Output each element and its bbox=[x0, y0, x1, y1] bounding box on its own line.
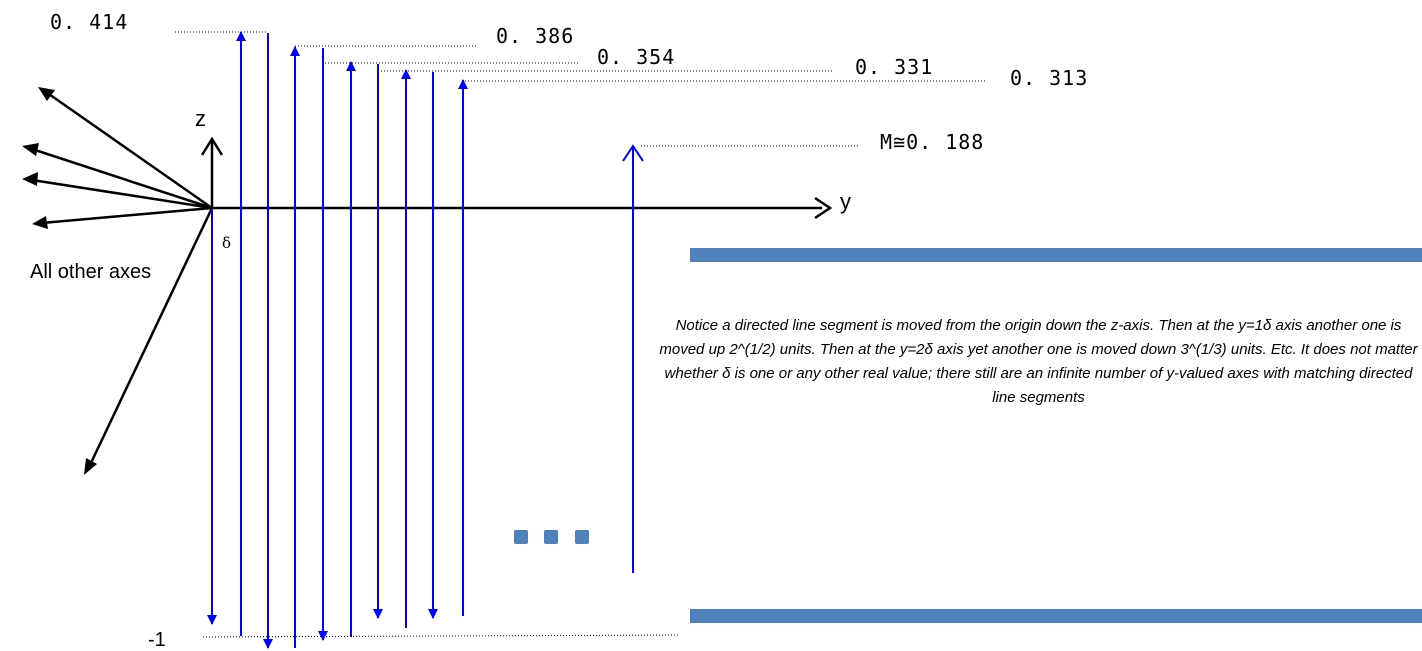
other-axis-2-arrowhead bbox=[22, 143, 39, 156]
caption-text: Notice a directed line segment is moved … bbox=[659, 317, 1418, 406]
segment-up-m-arrowhead bbox=[622, 144, 644, 162]
other-axis-5-arrowhead bbox=[84, 458, 97, 475]
ellipsis-dot bbox=[514, 530, 528, 544]
other-axes-label: All other axes bbox=[30, 261, 152, 283]
label-0313: 0. 313 bbox=[1010, 66, 1089, 90]
caption-bottom-band bbox=[690, 609, 1422, 623]
y-axis-label: y bbox=[840, 189, 851, 214]
directed-segments bbox=[207, 31, 468, 649]
dotted-leaders bbox=[175, 31, 985, 638]
other-axis-5 bbox=[88, 207, 214, 466]
other-axis-1-arrowhead bbox=[38, 87, 55, 101]
delta-label: δ bbox=[222, 234, 232, 252]
label-0354: 0. 354 bbox=[597, 45, 676, 69]
other-axis-2 bbox=[31, 147, 213, 210]
ellipsis-dot bbox=[544, 530, 559, 544]
label-minus-one: -1 bbox=[148, 629, 166, 651]
other-axis-3-arrowhead bbox=[22, 172, 38, 186]
y-axis-arrowhead bbox=[814, 196, 833, 220]
label-0414: 0. 414 bbox=[50, 10, 129, 34]
other-axis-1 bbox=[45, 90, 213, 210]
z-axis-arrowhead bbox=[200, 136, 224, 156]
other-axis-arrowheads bbox=[22, 87, 97, 475]
label-0331: 0. 331 bbox=[855, 55, 934, 79]
other-axis-4-arrowhead bbox=[32, 216, 48, 229]
m-segment bbox=[622, 144, 644, 573]
ellipsis-dot bbox=[574, 530, 589, 544]
leader-minus-one bbox=[202, 634, 679, 638]
caption-top-band bbox=[690, 248, 1422, 262]
label-m-value: M≅0. 188 bbox=[880, 130, 985, 154]
z-axis-label: z bbox=[195, 106, 206, 131]
axes bbox=[31, 90, 833, 466]
ellipsis-dots bbox=[514, 530, 601, 549]
other-axis-4 bbox=[41, 206, 213, 225]
label-0386: 0. 386 bbox=[496, 24, 575, 48]
other-axis-3 bbox=[31, 178, 213, 210]
